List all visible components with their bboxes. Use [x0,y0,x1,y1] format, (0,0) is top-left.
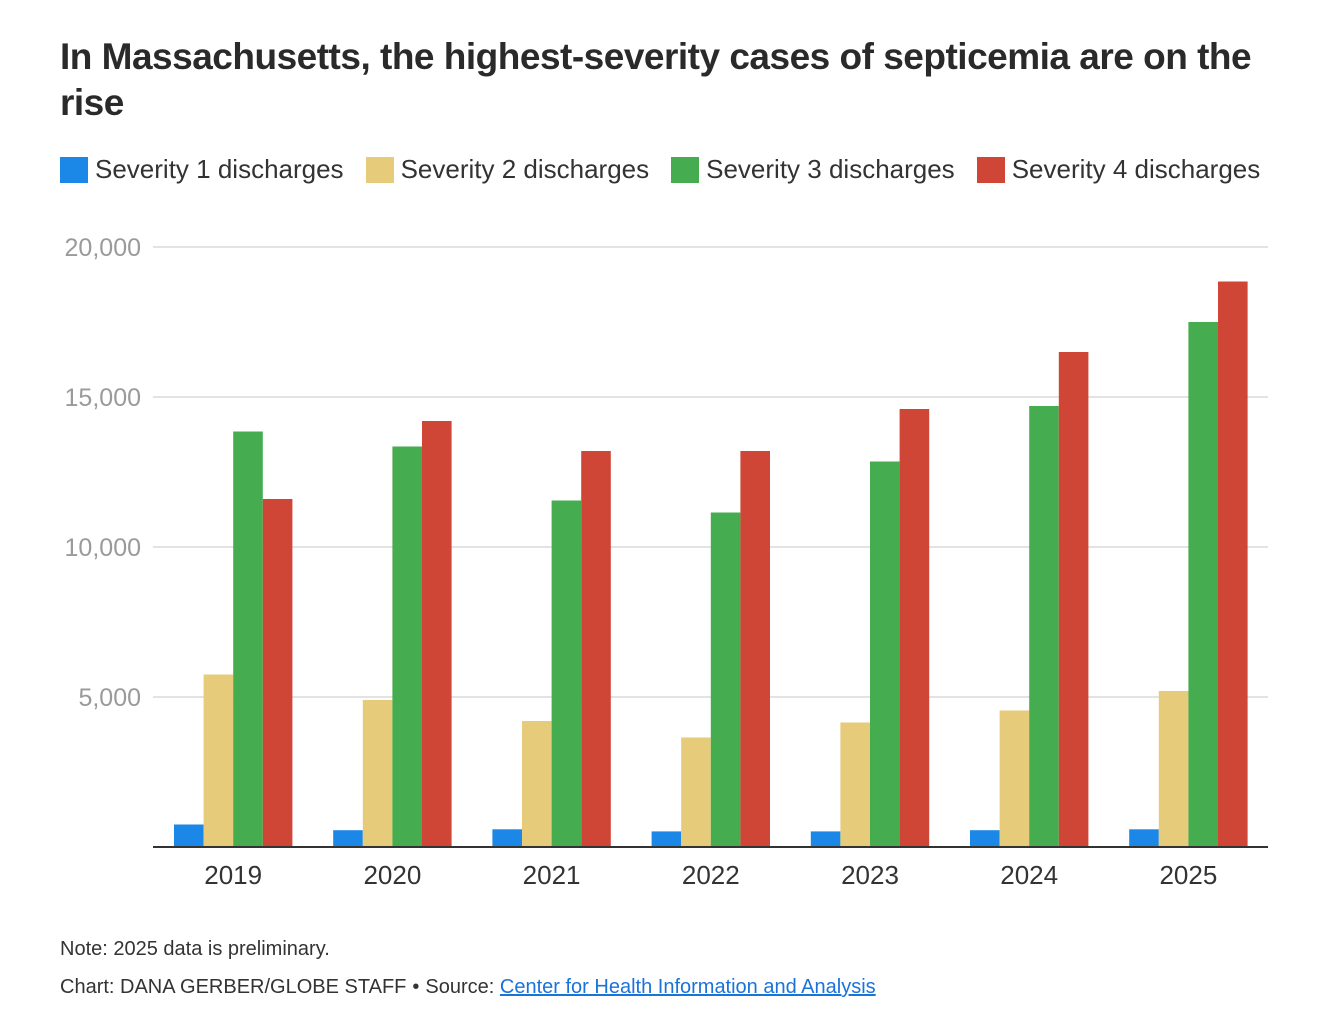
bar-severity-1-discharges-2019 [174,824,204,847]
legend-item-severity-4: Severity 4 discharges [976,154,1261,185]
bar-severity-3-discharges-2019 [233,431,263,847]
footnote: Note: 2025 data is preliminary. [60,938,330,960]
bar-severity-3-discharges-2024 [1029,406,1059,847]
legend-swatch-severity-2 [365,156,394,183]
legend-label-severity-1: Severity 1 discharges [95,154,344,184]
bar-severity-3-discharges-2021 [551,500,582,847]
bar-severity-4-discharges-2024 [1058,352,1089,847]
y-tick-label: 5,000 [78,684,141,712]
bar-severity-1-discharges-2024 [970,830,1000,847]
bar-severity-4-discharges-2022 [740,451,770,847]
legend-item-severity-2: Severity 2 discharges [365,154,650,185]
x-tick-label: 2024 [1000,860,1058,890]
bar-severity-2-discharges-2025 [1158,691,1189,847]
bar-chart: 5,000 10,000 15,000 20,000 2019 2020 2021 2022 2… [65,234,1268,890]
bar-severity-4-discharges-2019 [262,499,293,847]
bar-severity-4-discharges-2025 [1218,281,1248,847]
y-tick-label: 15,000 [65,384,141,412]
legend: Severity 1 discharges Severity 2 dischar… [60,154,1282,185]
legend-label-severity-3: Severity 3 discharges [706,154,955,184]
source-label: Source: [425,976,495,998]
bar-severity-1-discharges-2023 [810,831,841,847]
bar-severity-1-discharges-2020 [333,830,363,847]
x-tick-label: 2019 [204,860,262,890]
chart-credit: Chart: DANA GERBER/GLOBE STAFF [60,976,407,998]
chart-title: In Massachusetts, the highest-severity c… [60,36,1252,123]
x-tick-label: 2023 [841,860,899,890]
legend-item-severity-1: Severity 1 discharges [60,154,344,185]
legend-label-severity-2: Severity 2 discharges [400,154,650,184]
bar-severity-4-discharges-2020 [422,421,452,847]
bar-severity-4-discharges-2021 [581,451,611,847]
separator-dot: • [412,976,420,998]
bar-severity-1-discharges-2021 [492,829,522,847]
bar-severity-3-discharges-2023 [870,461,900,847]
x-tick-label: 2021 [523,860,581,890]
x-tick-label: 2020 [363,860,421,890]
bar-severity-2-discharges-2024 [999,710,1030,847]
y-tick-label: 20,000 [65,234,141,262]
legend-item-severity-3: Severity 3 discharges [671,154,955,185]
bar-severity-2-discharges-2021 [522,721,552,847]
bar-severity-3-discharges-2025 [1188,322,1218,847]
legend-swatch-severity-1 [60,156,88,183]
bar-severity-3-discharges-2020 [392,446,422,847]
source-link[interactable]: Center for Health Information and Analys… [499,976,876,998]
bar-severity-1-discharges-2025 [1129,829,1159,847]
bar-severity-2-discharges-2020 [362,700,393,847]
bar-severity-2-discharges-2023 [840,722,870,847]
credit-line: Chart: DANA GERBER/GLOBE STAFF • Source: C… [60,976,876,999]
legend-label-severity-4: Severity 4 discharges [1011,154,1261,184]
y-tick-label: 10,000 [65,534,141,562]
legend-swatch-severity-3 [671,156,700,183]
bar-severity-2-discharges-2019 [203,674,234,847]
x-tick-label: 2022 [682,860,740,890]
x-tick-label: 2025 [1159,860,1217,890]
bar-severity-1-discharges-2022 [651,831,682,847]
legend-swatch-severity-4 [976,156,1005,183]
bar-severity-2-discharges-2022 [681,737,711,847]
bar-severity-3-discharges-2022 [710,512,741,847]
bar-severity-4-discharges-2023 [899,409,930,847]
